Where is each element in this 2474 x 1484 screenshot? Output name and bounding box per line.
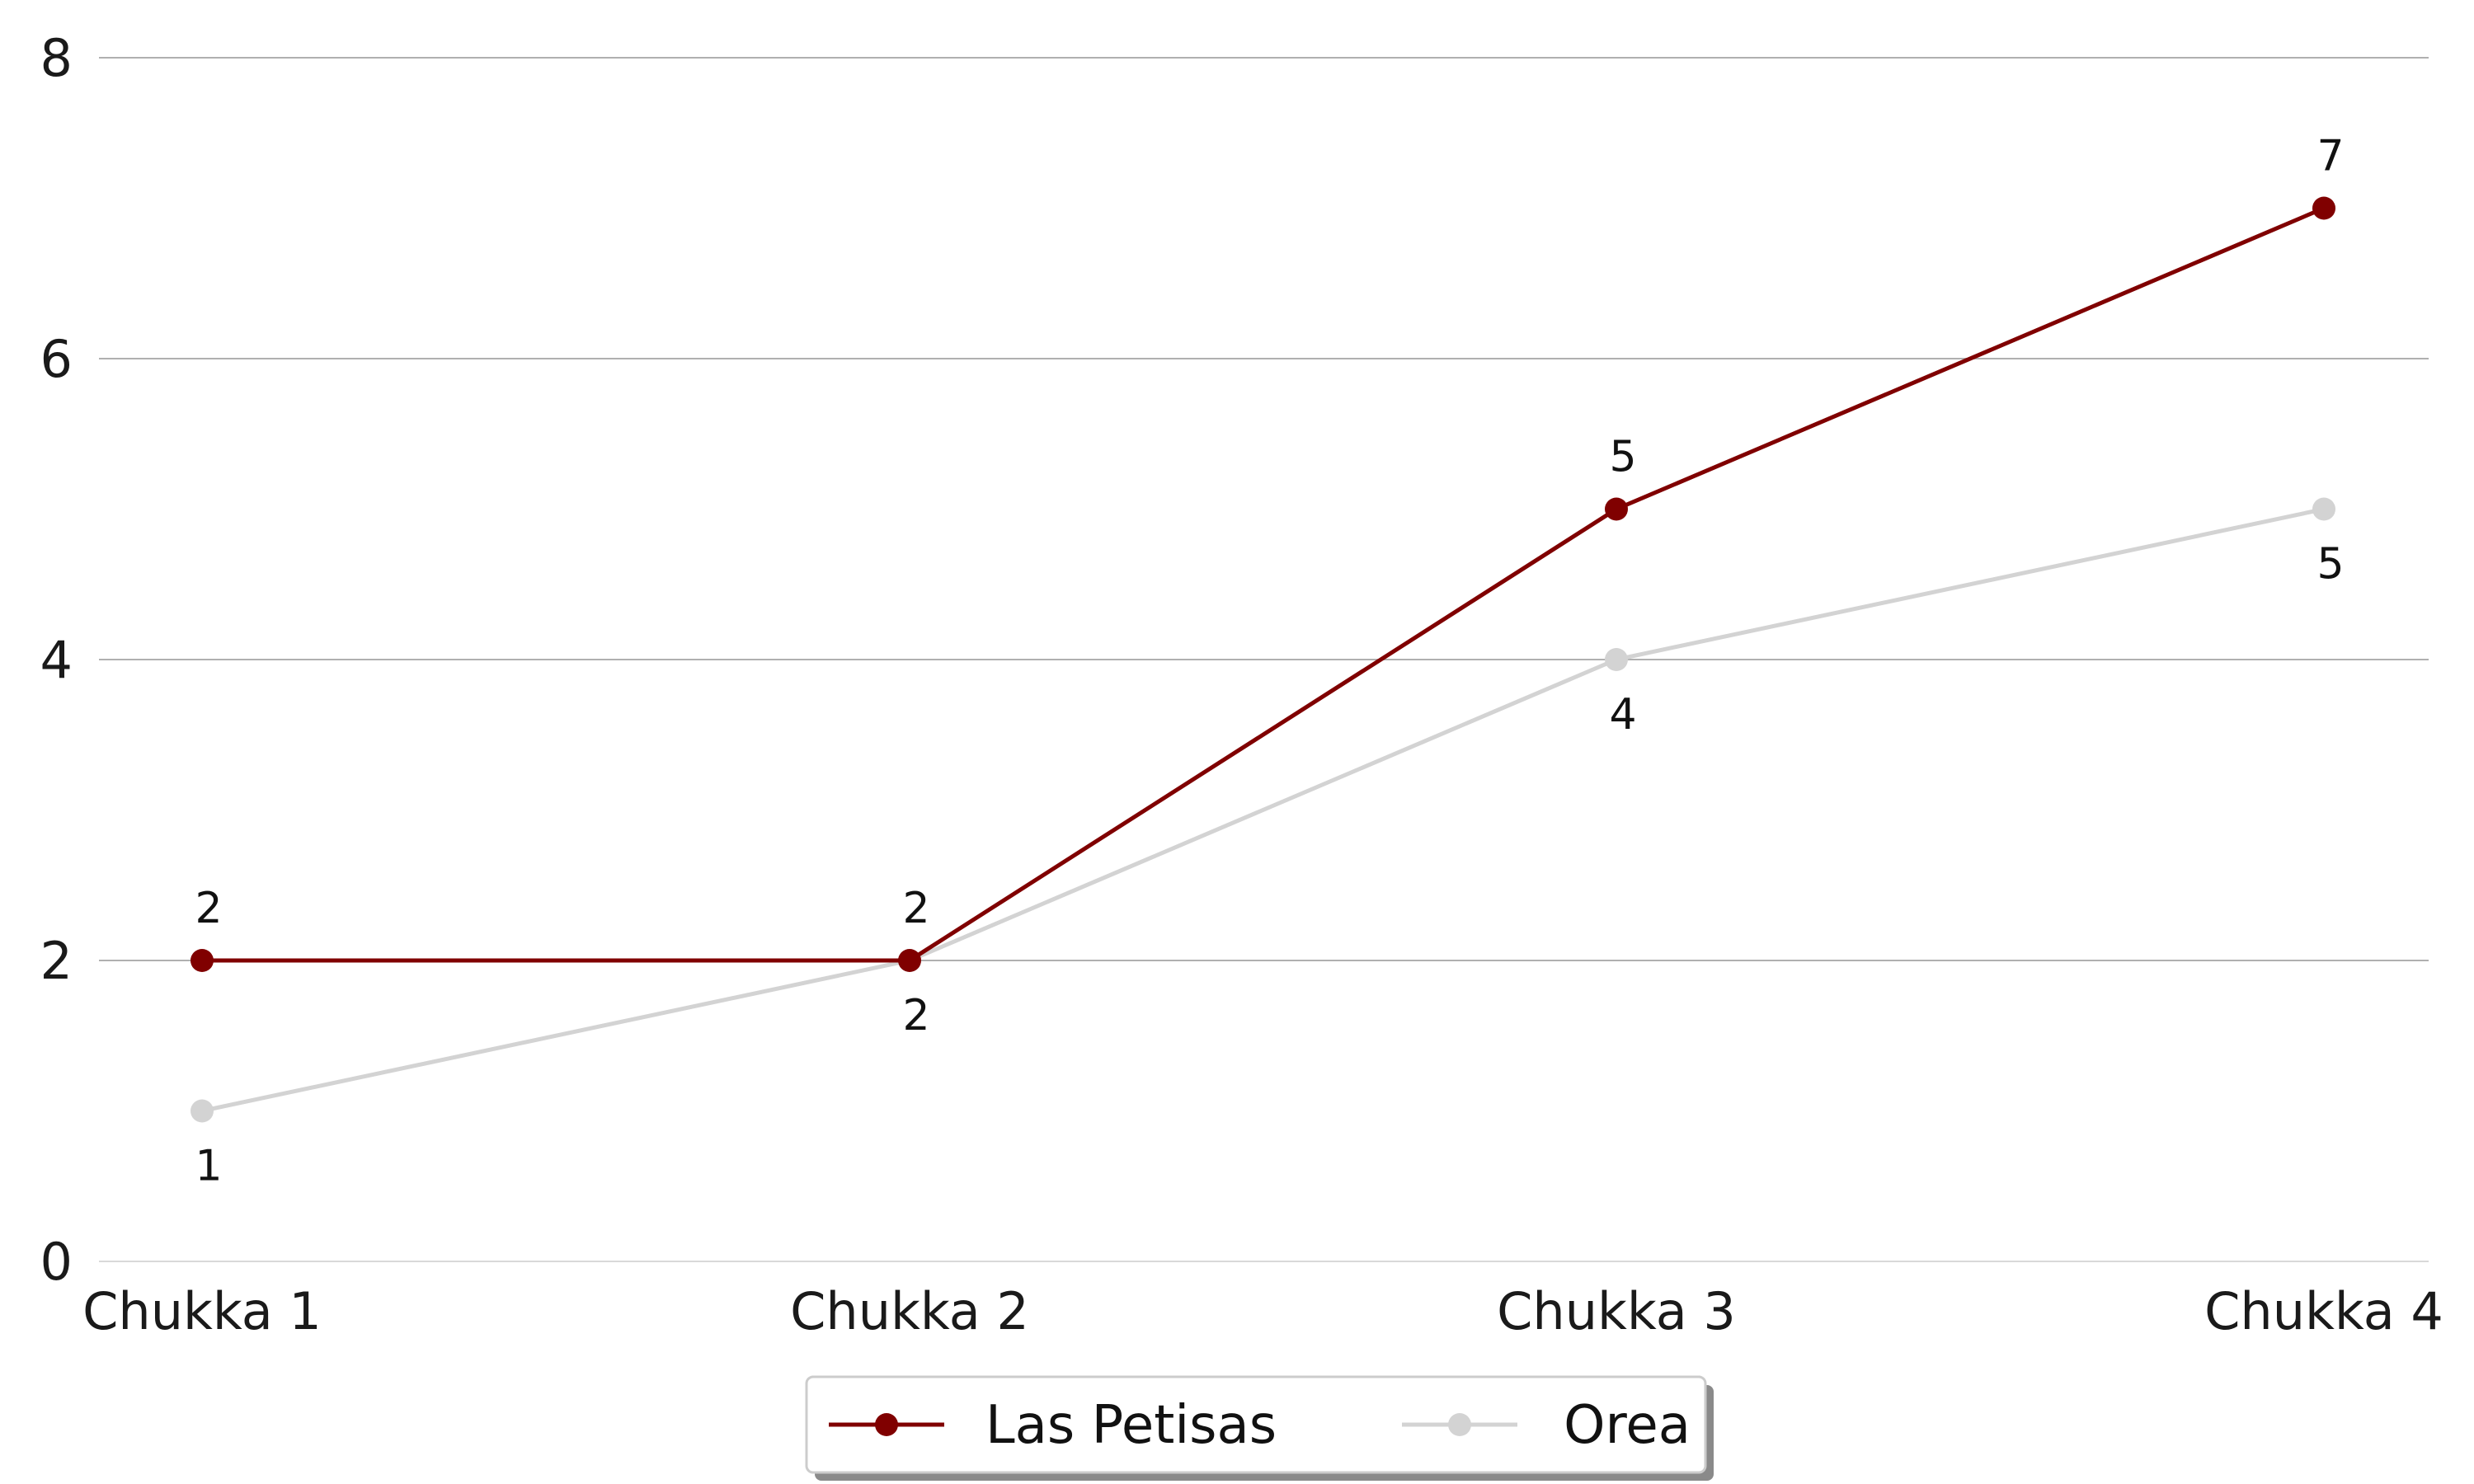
data-label: 1 bbox=[195, 1142, 222, 1191]
legend-item: Las Petisas bbox=[829, 1395, 1277, 1456]
legend-swatch-marker bbox=[1448, 1413, 1471, 1436]
legend-label: Las Petisas bbox=[985, 1395, 1277, 1456]
x-tick-label: Chukka 3 bbox=[1497, 1281, 1736, 1341]
series-group: 2 2 5 7 1 2 4 5 bbox=[190, 132, 2345, 1191]
series-las-petisas bbox=[190, 196, 2335, 972]
data-point bbox=[2312, 497, 2335, 521]
x-tick-label: Chukka 4 bbox=[2204, 1281, 2443, 1341]
y-tick-label: 2 bbox=[40, 931, 73, 991]
data-point bbox=[1605, 648, 1628, 671]
legend-swatch-marker bbox=[875, 1413, 898, 1436]
series-line bbox=[201, 507, 2325, 1113]
data-point bbox=[1605, 497, 1628, 521]
data-label: 5 bbox=[2316, 540, 2344, 589]
data-point bbox=[2312, 196, 2335, 220]
x-axis-ticks: Chukka 1 Chukka 2 Chukka 3 Chukka 4 bbox=[82, 1281, 2443, 1341]
y-tick-label: 4 bbox=[40, 630, 73, 690]
data-label: 2 bbox=[902, 884, 929, 933]
y-axis-ticks: 0 2 4 6 8 bbox=[40, 28, 73, 1292]
x-tick-label: Chukka 2 bbox=[790, 1281, 1029, 1341]
data-label: 7 bbox=[2316, 132, 2344, 181]
series-line bbox=[202, 206, 2325, 963]
data-labels: 1 2 4 5 bbox=[195, 540, 2344, 1191]
data-labels: 2 2 5 7 bbox=[195, 132, 2344, 934]
data-point bbox=[898, 949, 921, 972]
series-orea bbox=[190, 497, 2335, 1123]
legend-box bbox=[805, 1375, 1707, 1474]
data-label: 4 bbox=[1609, 690, 1636, 740]
data-label: 2 bbox=[195, 884, 222, 933]
data-label: 2 bbox=[902, 991, 929, 1040]
y-tick-label: 0 bbox=[40, 1232, 73, 1292]
legend-label: Orea bbox=[1564, 1395, 1691, 1456]
data-point bbox=[190, 1099, 214, 1123]
data-label: 5 bbox=[1609, 433, 1636, 482]
data-point bbox=[190, 949, 214, 972]
x-tick-label: Chukka 1 bbox=[82, 1281, 322, 1341]
gridlines bbox=[99, 57, 2429, 1262]
legend-item: Orea bbox=[1402, 1395, 1691, 1456]
y-tick-label: 8 bbox=[40, 28, 73, 88]
y-tick-label: 6 bbox=[40, 329, 73, 389]
legend: Las Petisas Orea bbox=[805, 1375, 1714, 1481]
